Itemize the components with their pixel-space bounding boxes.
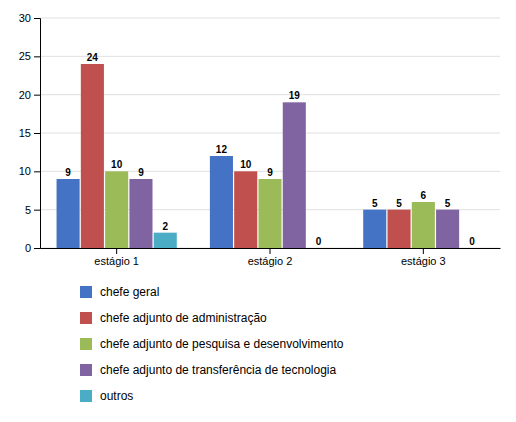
- legend: chefe geral chefe adjunto de administraçã…: [80, 285, 344, 403]
- y-tick: 15: [19, 127, 40, 139]
- bar: [105, 171, 128, 248]
- bar: [307, 248, 330, 249]
- y-tick-mark: [34, 18, 40, 19]
- bar: [436, 210, 459, 248]
- data-label: 12: [216, 144, 228, 155]
- data-label: 9: [65, 167, 71, 178]
- y-tick-mark: [34, 133, 40, 134]
- legend-item: chefe adjunto de administração: [80, 311, 267, 325]
- chart: 91252410510969195200estágio 1estágio 2es…: [0, 0, 516, 422]
- legend-swatch: [80, 312, 92, 324]
- legend-swatch: [80, 364, 92, 376]
- bar: [210, 156, 233, 248]
- legend-swatch: [80, 338, 92, 350]
- grid: [40, 18, 500, 248]
- y-tick: 10: [19, 165, 40, 177]
- bar-series: [105, 171, 435, 248]
- bar: [283, 102, 306, 248]
- bar: [363, 210, 386, 248]
- grid-line: [40, 56, 500, 57]
- legend-label: chefe geral: [100, 285, 159, 299]
- y-tick-label: 10: [19, 165, 31, 177]
- x-axis: estágio 1 estágio 2 estágio 3: [41, 248, 501, 267]
- bar: [154, 233, 177, 248]
- x-tick: estágio 3: [401, 248, 446, 267]
- y-tick: 0: [25, 242, 40, 254]
- y-tick-label: 30: [19, 12, 31, 24]
- axis-line: [34, 19, 41, 249]
- data-label: 2: [162, 221, 168, 232]
- data-label: 5: [396, 198, 402, 209]
- y-tick-label: 0: [25, 242, 31, 254]
- grid-line: [40, 94, 500, 95]
- x-tick-label: estágio 1: [94, 255, 139, 267]
- bars: [57, 64, 460, 248]
- x-tick-label: estágio 3: [401, 255, 446, 267]
- bar: [81, 64, 104, 248]
- y-tick-label: 5: [25, 204, 31, 216]
- y-tick-label: 25: [19, 50, 31, 62]
- data-label: 6: [421, 190, 427, 201]
- y-tick-mark: [34, 248, 40, 249]
- y-tick-label: 15: [19, 127, 31, 139]
- legend-label: chefe adjunto de administração: [100, 311, 267, 325]
- data-label: 10: [111, 159, 123, 170]
- bar-series: [129, 102, 459, 248]
- bar: [129, 179, 152, 248]
- y-tick: 5: [25, 204, 40, 216]
- legend-label: outros: [100, 389, 133, 403]
- bar: [57, 179, 80, 248]
- data-label: 0: [469, 236, 475, 247]
- data-label: 5: [372, 198, 378, 209]
- y-tick-mark: [34, 56, 40, 57]
- data-label: 24: [87, 52, 99, 63]
- y-tick: 30: [19, 12, 40, 24]
- grid-line: [40, 133, 500, 134]
- data-label: 0: [316, 236, 322, 247]
- legend-label: chefe adjunto de transferência de tecnol…: [100, 363, 336, 377]
- data-label: 9: [267, 167, 273, 178]
- legend-swatch: [80, 286, 92, 298]
- bar: [258, 179, 281, 248]
- grid-line: [40, 18, 500, 19]
- y-tick: 25: [19, 50, 40, 62]
- data-label: 10: [240, 159, 252, 170]
- y-axis: 0 5 10 15 20 25 30: [19, 12, 41, 254]
- x-tick-mark: [270, 248, 271, 254]
- bar: [412, 202, 435, 248]
- legend-item: outros: [80, 389, 133, 403]
- y-tick-mark: [34, 210, 40, 211]
- x-tick: estágio 2: [248, 248, 293, 267]
- plot: 91252410510969195200estágio 1estágio 2es…: [19, 12, 501, 267]
- y-tick: 20: [19, 89, 40, 101]
- x-tick-mark: [116, 248, 117, 254]
- bar: [460, 248, 483, 249]
- legend-swatch: [80, 390, 92, 402]
- data-label: 9: [138, 167, 144, 178]
- x-tick-label: estágio 2: [248, 255, 293, 267]
- legend-label: chefe adjunto de pesquisa e desenvolvime…: [100, 337, 344, 351]
- data-label: 19: [289, 90, 301, 101]
- data-labels: 9 12 5 24 10 5 10 9 6 9 19 5 2 0 0: [65, 52, 475, 247]
- data-label: 5: [445, 198, 451, 209]
- bar: [234, 171, 257, 248]
- y-tick-label: 20: [19, 89, 31, 101]
- y-tick-mark: [34, 171, 40, 172]
- legend-item: chefe adjunto de pesquisa e desenvolvime…: [80, 337, 344, 351]
- x-tick-mark: [423, 248, 424, 254]
- legend-item: chefe adjunto de transferência de tecnol…: [80, 363, 336, 377]
- bar-series: [154, 233, 177, 248]
- bar: [388, 210, 411, 248]
- legend-item: chefe geral: [80, 285, 159, 299]
- bar-series: [57, 156, 387, 248]
- y-tick-mark: [34, 95, 40, 96]
- x-tick: estágio 1: [94, 248, 139, 267]
- bar-series: [81, 64, 411, 248]
